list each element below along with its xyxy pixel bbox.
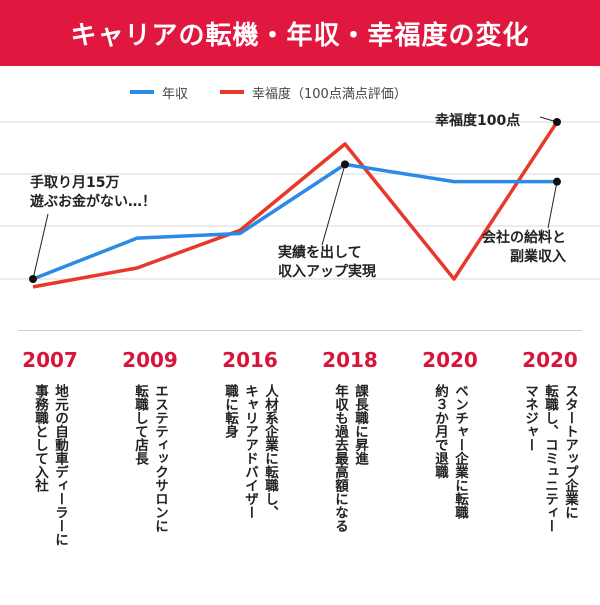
timeline-item: 2009 エステティックサロンに 転職して店長 [100, 340, 200, 600]
chart-gridlines [0, 121, 600, 280]
annotation-leader [321, 164, 346, 246]
timeline-item: 2016 人材系企業に転職し、 キャリアアドバイザー 職に転身 [200, 340, 300, 600]
legend-swatch-income [130, 90, 154, 94]
timeline-item: 2020 ベンチャー企業に転職 約３か月で退職 [400, 340, 500, 600]
legend-swatch-happiness [220, 90, 245, 94]
timeline-text: 地元の自動車ディーラーに 事務職として入社 [32, 384, 68, 546]
legend-item-happiness: 幸福度（100点満点評価） [220, 83, 407, 102]
income-line [32, 162, 557, 281]
timeline-year: 2016 [222, 348, 278, 372]
header-banner: キャリアの転機・年収・幸福度の変化 [0, 0, 600, 66]
annotation-leader [32, 213, 49, 280]
happiness-line [32, 121, 559, 289]
annotation-happiness-max: 幸福度100点 [435, 113, 521, 129]
chart-series [32, 121, 559, 289]
timeline-year: 2020 [422, 348, 478, 372]
annotation-income-up: 実績を出して 収入アップ実現 [278, 245, 376, 280]
timeline-text: 課長職に昇進 年収も過去最高額になる [332, 384, 368, 533]
data-point-marker [553, 118, 561, 126]
chart-legend: 年収 幸福度（100点満点評価） [130, 82, 439, 102]
data-point-marker [29, 275, 37, 283]
timeline-item: 2007 地元の自動車ディーラーに 事務職として入社 [0, 340, 100, 600]
timeline: 2007 地元の自動車ディーラーに 事務職として入社 2009 エステティックサ… [0, 340, 600, 600]
timeline-item: 2018 課長職に昇進 年収も過去最高額になる [300, 340, 400, 600]
chart-markers [29, 116, 561, 283]
legend-label-happiness: 幸福度（100点満点評価） [252, 86, 407, 102]
timeline-year: 2020 [522, 348, 578, 372]
legend-label-income: 年収 [162, 86, 189, 102]
timeline-year: 2009 [122, 348, 178, 372]
data-point-marker [553, 177, 561, 186]
page-title: キャリアの転機・年収・幸福度の変化 [70, 20, 530, 51]
data-point-marker [341, 160, 349, 169]
timeline-text: 人材系企業に転職し、 キャリアアドバイザー 職に転身 [222, 384, 278, 519]
timeline-text: スタートアップ企業に 転職し、コミュニティー マネジャー [522, 384, 578, 533]
annotation-leader [547, 181, 558, 229]
timeline-year: 2018 [322, 348, 378, 372]
timeline-item: 2020 スタートアップ企業に 転職し、コミュニティー マネジャー [500, 340, 600, 600]
section-divider [18, 330, 582, 331]
timeline-text: ベンチャー企業に転職 約３か月で退職 [432, 384, 468, 519]
annotation-start: 手取り月15万 遊ぶお金がない…！ [30, 175, 156, 210]
annotation-side-income: 会社の給料と 副業収入 [482, 230, 566, 265]
timeline-text: エステティックサロンに 転職して店長 [132, 384, 168, 533]
timeline-year: 2007 [22, 348, 78, 372]
legend-item-income: 年収 [130, 83, 188, 102]
